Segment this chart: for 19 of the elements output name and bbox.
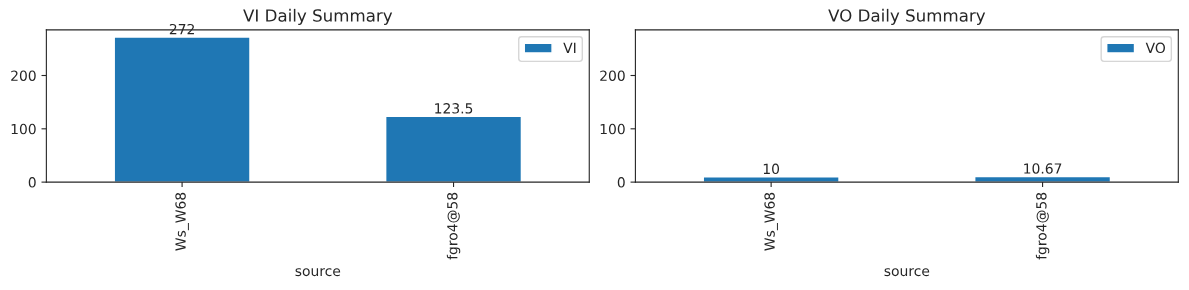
x-axis-title: source (884, 268, 930, 277)
chart-title: VO Daily Summary (828, 8, 986, 25)
data-label: 10.67 (1024, 163, 1062, 174)
y-tick-label: 0 (28, 177, 36, 188)
x-tick-label: Ws_W68 (764, 192, 778, 251)
data-label: 10 (763, 163, 780, 175)
y-tick-label: 100 (600, 123, 625, 135)
x-tick-label: fgro4@58 (1035, 192, 1050, 260)
legend-label: VI (563, 42, 576, 53)
chart-title: VI Daily Summary (243, 8, 393, 25)
x-tick-label: Ws_W68 (175, 192, 189, 251)
y-tick-label: 200 (600, 70, 625, 81)
y-tick-label: 0 (617, 177, 625, 188)
y-tick-label: 100 (11, 123, 36, 135)
data-label: 123.5 (435, 103, 473, 114)
y-tick-label: 200 (11, 70, 36, 81)
x-axis-title: source (295, 268, 341, 277)
x-tick-label: fgro4@58 (446, 192, 461, 260)
legend-label: VO (1145, 42, 1166, 54)
